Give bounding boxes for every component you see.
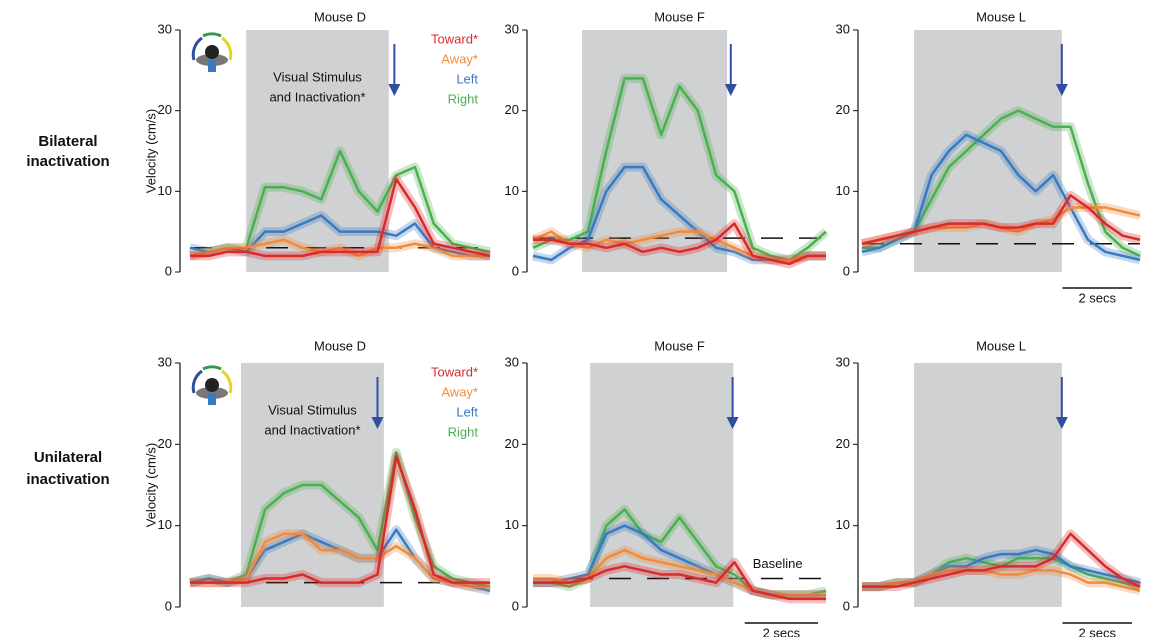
legend-entry: Away* [441, 51, 478, 66]
panel-title: Mouse D [314, 338, 366, 353]
y-tick-label: 30 [158, 21, 172, 36]
y-tick-label: 20 [836, 436, 850, 451]
legend-entry: Toward* [431, 31, 478, 46]
legend-entry: Left [456, 71, 478, 86]
y-tick-label: 30 [505, 354, 519, 369]
y-tick-label: 20 [836, 102, 850, 117]
y-tick-label: 10 [836, 517, 850, 532]
legend-entry: Toward* [431, 364, 478, 379]
panel-title: Mouse F [654, 338, 705, 353]
stimulus-annotation: Visual Stimulus [268, 402, 357, 417]
y-tick-label: 0 [165, 263, 172, 278]
scale-bar-label: 2 secs [1078, 290, 1116, 305]
y-tick-label: 0 [165, 598, 172, 613]
panel-title: Mouse D [314, 9, 366, 24]
y-tick-label: 20 [158, 436, 172, 451]
legend-entry: Right [448, 91, 479, 106]
icon-head [205, 45, 219, 59]
y-tick-label: 10 [836, 183, 850, 198]
y-tick-label: 0 [512, 263, 519, 278]
legend-entry: Right [448, 424, 479, 439]
stimulus-period [914, 30, 1062, 272]
row-label: inactivation [26, 153, 109, 170]
panel-title: Mouse L [976, 9, 1026, 24]
row-label: Bilateral [38, 133, 97, 150]
icon-head [205, 378, 219, 392]
y-tick-label: 20 [158, 102, 172, 117]
y-axis-label: Velocity (cm/s) [143, 443, 158, 528]
y-tick-label: 0 [512, 598, 519, 613]
y-tick-label: 10 [158, 517, 172, 532]
icon-arc [203, 34, 221, 36]
y-tick-label: 30 [836, 354, 850, 369]
baseline-label: Baseline [753, 556, 803, 571]
legend-entry: Away* [441, 384, 478, 399]
y-tick-label: 0 [843, 263, 850, 278]
row-label: Unilateral [34, 449, 102, 466]
y-tick-label: 20 [505, 102, 519, 117]
legend-entry: Left [456, 404, 478, 419]
stimulus-annotation: and Inactivation* [269, 89, 365, 104]
icon-legs [208, 60, 216, 72]
y-tick-label: 0 [843, 598, 850, 613]
stimulus-annotation: and Inactivation* [264, 422, 360, 437]
y-tick-label: 30 [158, 354, 172, 369]
y-tick-label: 30 [505, 21, 519, 36]
arrow-head [388, 84, 400, 96]
scale-bar-label: 2 secs [763, 625, 801, 637]
y-tick-label: 30 [836, 21, 850, 36]
y-tick-label: 10 [505, 517, 519, 532]
y-tick-label: 10 [158, 183, 172, 198]
figure: Bilateral inactivation Unilateral inacti… [0, 0, 1158, 637]
icon-arc [203, 367, 221, 369]
row-label: inactivation [26, 471, 109, 488]
y-axis-label: Velocity (cm/s) [143, 109, 158, 194]
y-tick-label: 10 [505, 183, 519, 198]
panel-title: Mouse F [654, 9, 705, 24]
scale-bar-label: 2 secs [1078, 625, 1116, 637]
stimulus-annotation: Visual Stimulus [273, 69, 362, 84]
panel-title: Mouse L [976, 338, 1026, 353]
icon-legs [208, 393, 216, 405]
y-tick-label: 20 [505, 436, 519, 451]
